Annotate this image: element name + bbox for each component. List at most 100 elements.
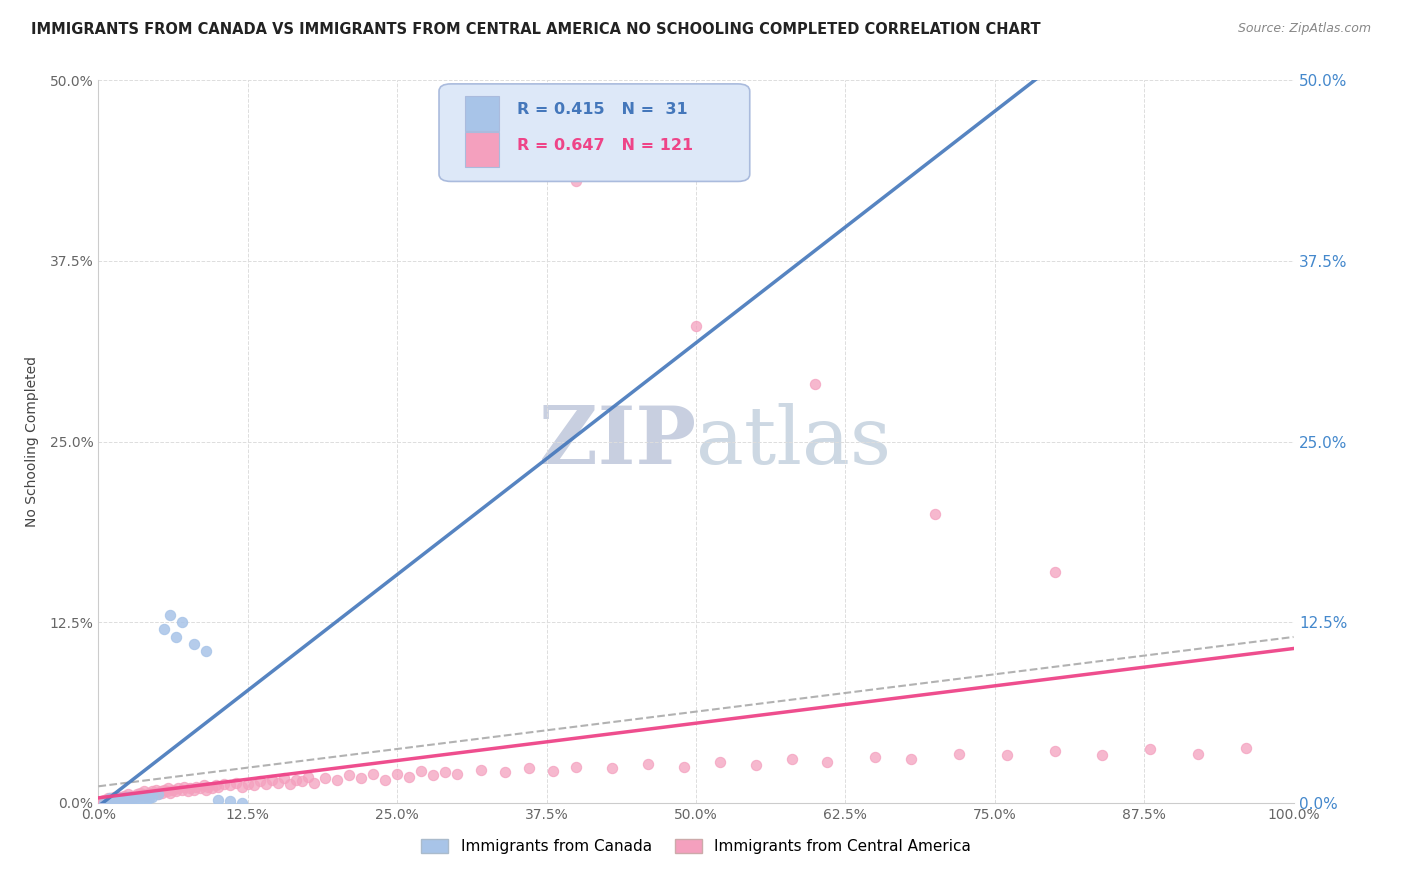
Point [129,794,152,808]
Point [131,787,153,801]
Point [254,777,277,791]
Point [90,796,112,810]
Point [159,607,181,622]
Point [117,794,139,808]
Point [1139,742,1161,756]
Point [145,782,167,797]
Point [494,765,516,780]
Bar [465,132,499,167]
Point [103,790,125,805]
Point [111,790,134,805]
Point [121,796,143,810]
Point [91,794,114,808]
Point [105,790,128,805]
Point [1043,565,1066,579]
Point [132,789,155,803]
Point [153,623,176,637]
Point [107,793,129,807]
Text: R = 0.415   N =  31: R = 0.415 N = 31 [517,102,688,117]
Point [267,775,290,789]
Point [434,765,457,780]
Point [93,796,115,810]
Point [1187,747,1209,761]
Point [995,748,1018,763]
Point [141,790,163,805]
Point [201,781,224,796]
Point [98,794,122,808]
FancyBboxPatch shape [439,84,749,181]
Point [900,752,922,766]
Point [112,789,135,803]
Point [96,793,118,807]
Point [709,756,731,770]
Point [231,796,253,810]
Point [107,790,129,805]
Point [101,796,124,810]
Point [517,761,540,775]
Point [100,793,122,807]
Point [260,772,283,787]
Bar [465,96,499,131]
Point [124,790,146,805]
Point [105,791,128,805]
Point [143,786,166,800]
Point [172,615,194,630]
Point [98,794,122,808]
Point [637,756,659,771]
Point [565,174,588,188]
Point [865,749,887,764]
Point [815,756,838,770]
Point [207,780,229,794]
Point [350,771,373,785]
Text: ZIP: ZIP [538,402,696,481]
Point [125,793,148,807]
Point [121,789,143,803]
Point [156,781,179,796]
Point [165,784,187,798]
Point [141,784,163,798]
Point [173,780,195,794]
Point [97,791,120,805]
Point [120,791,142,805]
Y-axis label: No Schooling Completed: No Schooling Completed [24,356,38,527]
Point [153,782,176,797]
Point [101,794,124,808]
Point [363,767,385,781]
Point [780,752,803,766]
Text: atlas: atlas [696,402,891,481]
Point [302,775,325,789]
Point [193,779,215,793]
Point [243,779,266,793]
Point [1043,744,1066,758]
Point [132,784,155,798]
Point [197,780,219,794]
Text: R = 0.647   N = 121: R = 0.647 N = 121 [517,137,693,153]
Point [172,782,194,797]
Point [422,768,444,782]
Point [565,760,588,774]
Point [219,794,242,808]
Point [91,796,114,810]
Point [162,782,184,797]
Point [111,796,134,810]
Point [291,774,314,789]
Point [385,767,409,781]
Point [139,787,162,801]
Legend: Immigrants from Canada, Immigrants from Central America: Immigrants from Canada, Immigrants from … [415,833,977,860]
Point [167,781,190,796]
Point [284,772,307,787]
Point [183,782,205,797]
Point [411,764,433,778]
Point [114,793,136,807]
Point [108,794,131,808]
Point [110,793,132,807]
Point [115,790,138,805]
Point [195,782,218,797]
Point [924,507,946,521]
Point [186,780,208,794]
Point [297,770,319,784]
Point [135,793,157,807]
Point [1234,740,1257,755]
Point [93,794,115,808]
Point [278,777,301,791]
